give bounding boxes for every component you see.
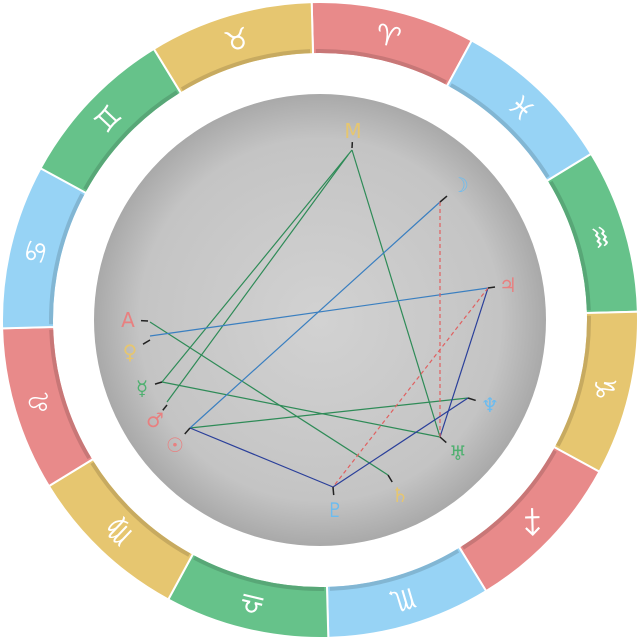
planet-symbol: ☿: [136, 376, 148, 400]
planet-symbol: ☉: [166, 433, 184, 457]
planet-symbol: ♀: [123, 340, 138, 364]
planet-symbol: ♃: [499, 273, 517, 297]
planet-symbol: ♄: [391, 483, 409, 507]
point-tick: [333, 487, 334, 495]
planet-symbol: ♆: [481, 393, 499, 417]
planet-symbol: ♇: [326, 498, 344, 522]
point-tick: [488, 287, 495, 288]
planet-symbol: ☽: [451, 173, 469, 197]
planet-symbol: ♅: [449, 441, 467, 465]
planet-symbol: M: [344, 119, 361, 143]
planet-symbol: A: [121, 308, 135, 332]
planet-symbol: ♂: [146, 408, 164, 432]
